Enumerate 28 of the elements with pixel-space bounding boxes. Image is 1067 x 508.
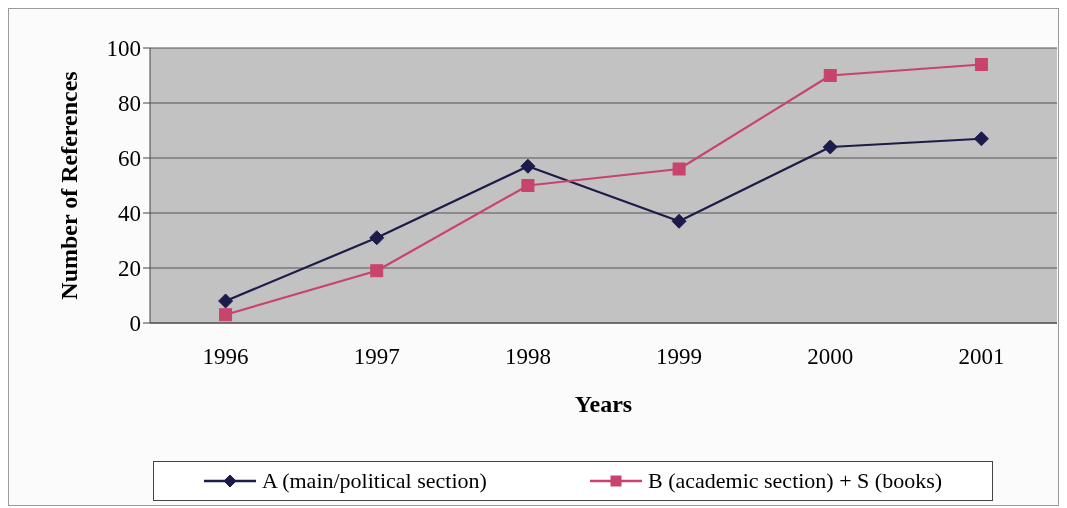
y-tick-label: 40 bbox=[118, 201, 141, 227]
x-tick-label: 1999 bbox=[656, 344, 703, 370]
x-tick-label: 2000 bbox=[807, 344, 854, 370]
y-axis-title: Number of References bbox=[55, 71, 82, 300]
point bbox=[521, 179, 535, 192]
y-tick-label: 100 bbox=[106, 36, 141, 62]
legend-label: B (academic section) + S (books) bbox=[648, 468, 943, 494]
point bbox=[822, 139, 838, 155]
x-tick-label: 1998 bbox=[504, 344, 551, 370]
legend-label: A (main/political section) bbox=[262, 468, 487, 494]
point bbox=[370, 264, 384, 278]
x-tick-label: 2001 bbox=[958, 344, 1005, 370]
y-tick-label: 20 bbox=[118, 256, 141, 282]
point bbox=[823, 69, 837, 82]
x-axis-title: Years bbox=[574, 391, 633, 417]
point bbox=[974, 58, 988, 71]
point bbox=[218, 293, 234, 309]
y-tick-label: 0 bbox=[129, 311, 141, 337]
point bbox=[973, 131, 989, 147]
point bbox=[672, 162, 686, 176]
point bbox=[219, 308, 233, 322]
y-tick-label: 60 bbox=[118, 146, 141, 172]
point bbox=[520, 158, 536, 174]
point bbox=[369, 230, 385, 246]
x-tick-label: 1997 bbox=[353, 344, 400, 370]
x-tick-label: 1996 bbox=[202, 344, 249, 370]
y-tick-label: 80 bbox=[118, 91, 141, 117]
point bbox=[671, 213, 687, 229]
